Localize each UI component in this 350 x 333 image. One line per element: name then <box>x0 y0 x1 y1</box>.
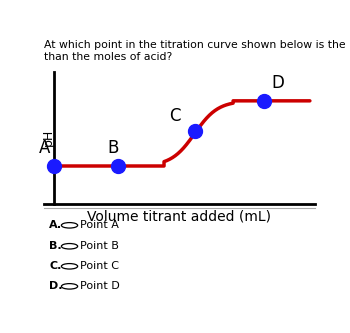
Y-axis label: pH: pH <box>42 129 55 147</box>
X-axis label: Volume titrant added (mL): Volume titrant added (mL) <box>88 209 271 223</box>
Text: At which point in the titration curve shown below is the number of moles of adde: At which point in the titration curve sh… <box>44 40 350 62</box>
Text: A: A <box>38 139 50 157</box>
Text: A.: A. <box>49 220 62 230</box>
Point <box>115 163 121 168</box>
Text: D: D <box>272 74 284 92</box>
Text: Point D: Point D <box>80 281 120 291</box>
Text: B: B <box>108 139 119 157</box>
Text: D.: D. <box>49 281 63 291</box>
Text: C.: C. <box>49 261 62 271</box>
Text: Point B: Point B <box>80 241 119 251</box>
Point <box>192 128 197 134</box>
Point <box>261 98 267 104</box>
Text: Point A: Point A <box>80 220 119 230</box>
Text: Point C: Point C <box>80 261 119 271</box>
Point <box>51 163 57 168</box>
Text: C: C <box>169 107 181 125</box>
Text: B.: B. <box>49 241 62 251</box>
